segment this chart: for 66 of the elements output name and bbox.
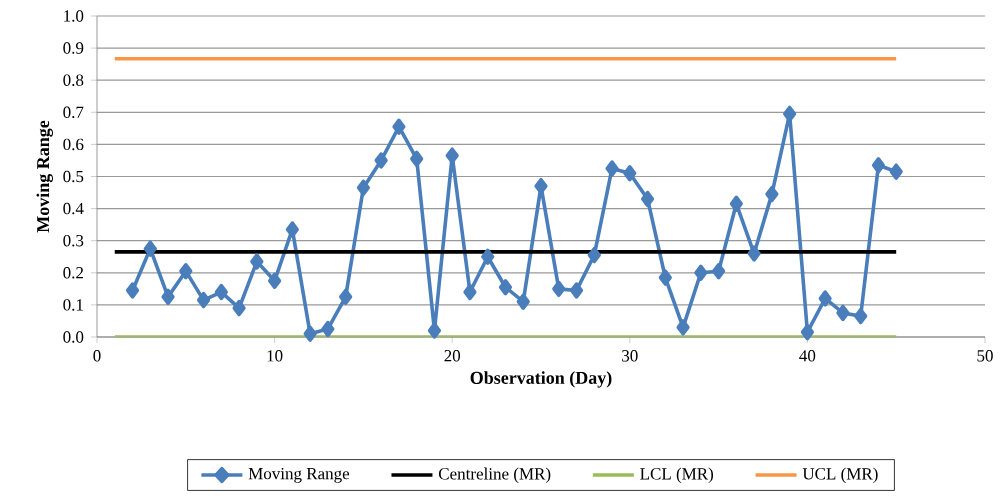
point bbox=[587, 246, 601, 264]
point bbox=[765, 185, 779, 203]
point bbox=[481, 248, 495, 265]
point bbox=[676, 319, 690, 336]
y-tick-label: 0.6 bbox=[63, 138, 84, 151]
point bbox=[800, 323, 814, 341]
point bbox=[161, 288, 175, 306]
point bbox=[854, 307, 868, 325]
point bbox=[658, 269, 672, 286]
point bbox=[268, 272, 282, 290]
y-tick-label: 0.1 bbox=[63, 299, 83, 311]
y-tick-label: 0.7 bbox=[63, 106, 84, 119]
legend-label: UCL (MR) bbox=[802, 467, 878, 484]
point bbox=[729, 195, 743, 212]
y-tick-label: 0.5 bbox=[63, 170, 84, 183]
point bbox=[392, 118, 406, 135]
legend-label: LCL (MR) bbox=[640, 467, 714, 484]
point bbox=[285, 221, 299, 238]
y-axis-title: Moving Range bbox=[36, 120, 53, 233]
y-tick-label: 0.0 bbox=[63, 331, 84, 343]
x-tick-label: 10 bbox=[267, 350, 283, 362]
y-tick-label: 1.0 bbox=[64, 10, 84, 22]
y-tick-label: 0.3 bbox=[63, 234, 84, 247]
point bbox=[374, 152, 388, 169]
point bbox=[694, 264, 708, 281]
point bbox=[605, 160, 619, 177]
legend-label: Centreline (MR) bbox=[438, 467, 551, 484]
point bbox=[516, 293, 530, 310]
point bbox=[196, 291, 211, 309]
point bbox=[534, 177, 548, 195]
x-tick-label: 20 bbox=[444, 350, 461, 362]
point bbox=[445, 147, 459, 164]
legend-label: Moving Range bbox=[248, 467, 350, 483]
point bbox=[836, 304, 850, 322]
point bbox=[569, 282, 584, 299]
x-tick-label: 0 bbox=[93, 350, 101, 362]
point bbox=[232, 299, 246, 317]
point bbox=[339, 288, 353, 306]
point bbox=[125, 282, 140, 299]
point bbox=[498, 279, 513, 296]
x-tick-label: 40 bbox=[799, 350, 816, 362]
point bbox=[427, 322, 442, 339]
point bbox=[143, 240, 157, 257]
point bbox=[640, 190, 655, 208]
y-tick-label: 0.9 bbox=[63, 42, 84, 54]
point bbox=[214, 283, 228, 301]
point bbox=[552, 280, 566, 298]
point bbox=[712, 262, 726, 280]
point bbox=[623, 165, 637, 182]
point bbox=[889, 163, 903, 180]
point bbox=[179, 262, 193, 280]
point bbox=[303, 325, 317, 342]
point bbox=[356, 179, 370, 196]
point bbox=[871, 157, 886, 174]
point bbox=[321, 320, 335, 338]
point bbox=[818, 290, 832, 307]
y-tick-label: 0.4 bbox=[63, 202, 84, 215]
x-tick-label: 30 bbox=[622, 350, 638, 362]
point bbox=[747, 245, 761, 262]
x-tick-label: 50 bbox=[977, 350, 993, 362]
y-tick-label: 0.2 bbox=[63, 267, 83, 279]
x-axis-title: Observation (Day) bbox=[470, 371, 612, 388]
point bbox=[410, 150, 424, 168]
y-tick-label: 0.8 bbox=[63, 74, 84, 86]
point bbox=[463, 283, 477, 301]
point bbox=[250, 253, 264, 270]
